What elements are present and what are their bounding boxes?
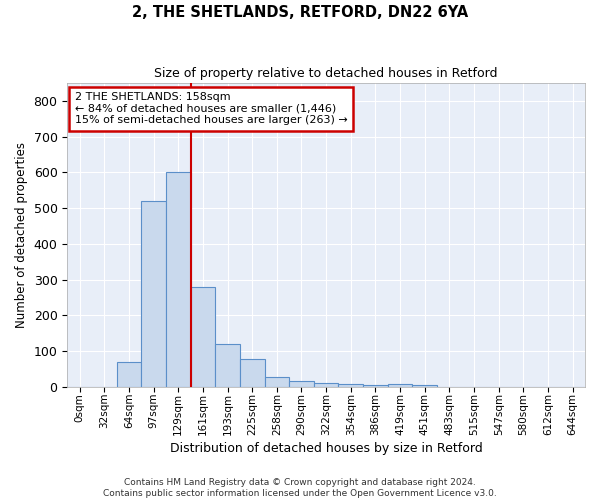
Bar — [289, 382, 314, 386]
Y-axis label: Number of detached properties: Number of detached properties — [15, 142, 28, 328]
Bar — [265, 376, 289, 386]
Bar — [363, 384, 388, 386]
Bar — [191, 286, 215, 386]
Bar — [388, 384, 412, 386]
Bar — [166, 172, 191, 386]
X-axis label: Distribution of detached houses by size in Retford: Distribution of detached houses by size … — [170, 442, 482, 455]
Text: Contains HM Land Registry data © Crown copyright and database right 2024.
Contai: Contains HM Land Registry data © Crown c… — [103, 478, 497, 498]
Bar — [116, 362, 141, 386]
Bar — [412, 385, 437, 386]
Bar — [338, 384, 363, 386]
Bar — [141, 201, 166, 386]
Text: 2 THE SHETLANDS: 158sqm
← 84% of detached houses are smaller (1,446)
15% of semi: 2 THE SHETLANDS: 158sqm ← 84% of detache… — [75, 92, 348, 126]
Bar — [215, 344, 240, 387]
Title: Size of property relative to detached houses in Retford: Size of property relative to detached ho… — [154, 68, 498, 80]
Text: 2, THE SHETLANDS, RETFORD, DN22 6YA: 2, THE SHETLANDS, RETFORD, DN22 6YA — [132, 5, 468, 20]
Bar — [314, 383, 338, 386]
Bar — [240, 359, 265, 386]
